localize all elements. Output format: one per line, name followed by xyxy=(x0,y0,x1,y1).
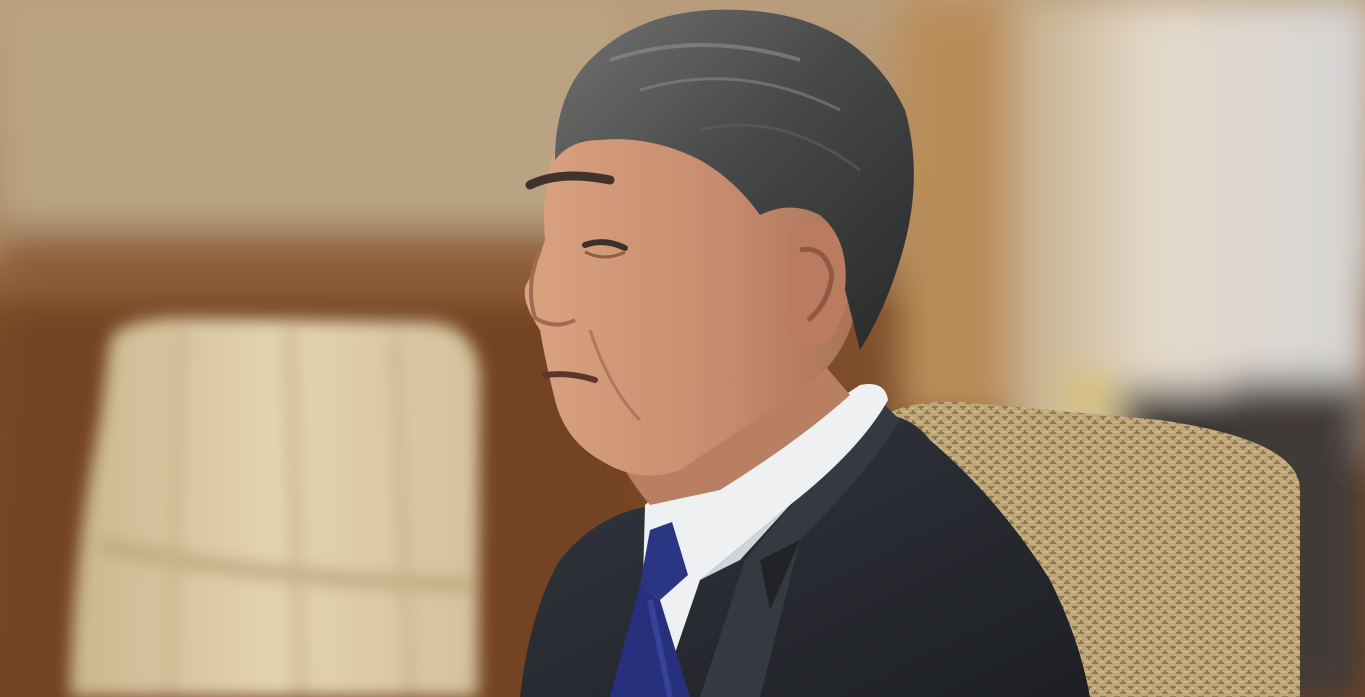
hair xyxy=(555,9,914,350)
left-armchair xyxy=(70,318,480,697)
tie xyxy=(610,522,690,697)
shirt xyxy=(640,384,888,697)
